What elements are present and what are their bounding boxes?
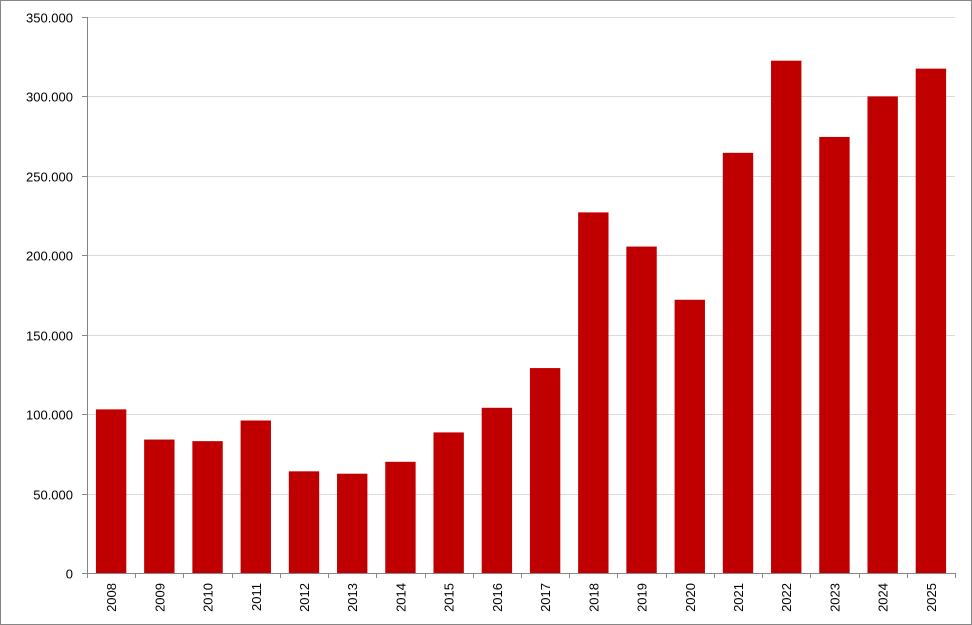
bar xyxy=(95,409,127,573)
x-tick-label: 2015 xyxy=(442,583,457,612)
y-tick-label: 300.000 xyxy=(26,90,73,105)
bar xyxy=(529,368,561,573)
bar xyxy=(288,471,320,573)
bar xyxy=(626,246,657,573)
x-tick-label: 2023 xyxy=(827,583,842,612)
bar xyxy=(578,212,609,573)
x-tick-label: 2022 xyxy=(779,583,794,612)
bar xyxy=(144,439,175,573)
bar xyxy=(481,407,513,573)
x-tick-label: 2010 xyxy=(201,583,216,612)
bar xyxy=(771,60,802,573)
bars xyxy=(95,60,947,574)
bar xyxy=(915,68,947,573)
x-tick-label: 2018 xyxy=(586,583,601,612)
y-tick-label: 50.000 xyxy=(33,488,73,503)
bar xyxy=(867,96,898,573)
x-tick-label: 2012 xyxy=(297,583,312,612)
x-tick-label: 2021 xyxy=(731,583,746,612)
bar xyxy=(722,152,754,573)
y-tick-label: 0 xyxy=(66,567,73,582)
x-tick-label: 2014 xyxy=(393,583,408,612)
bar xyxy=(819,136,850,574)
gridlines xyxy=(87,17,955,495)
y-tick-label: 150.000 xyxy=(26,329,73,344)
x-axis-ticks: 2008 2009 2010 2011 2012 2013 2014 2015 2016 2017… xyxy=(104,583,939,612)
y-tick-label: 250.000 xyxy=(26,170,73,185)
y-tick-label: 100.000 xyxy=(26,408,73,423)
bar xyxy=(337,473,368,573)
bar xyxy=(385,461,416,573)
axes xyxy=(82,17,956,578)
x-tick-label: 2011 xyxy=(249,583,264,611)
x-tick-label: 2008 xyxy=(104,583,119,612)
y-tick-label: 350.000 xyxy=(26,11,73,26)
y-tick-label: 200.000 xyxy=(26,249,73,264)
x-tick-label: 2020 xyxy=(683,583,698,612)
bar xyxy=(674,299,705,573)
x-tick-label: 2013 xyxy=(345,583,360,612)
x-tick-label: 2016 xyxy=(490,583,505,612)
x-tick-label: 2025 xyxy=(924,583,939,612)
y-axis-ticks: 0 50.000 100.000 150.000 200.000 250.000 300.0… xyxy=(26,11,73,582)
x-tick-label: 2019 xyxy=(635,583,650,612)
bar xyxy=(240,420,271,573)
x-tick-label: 2017 xyxy=(538,583,553,612)
bar xyxy=(433,432,464,573)
bar xyxy=(192,441,223,573)
x-tick-label: 2024 xyxy=(876,583,891,612)
x-tick-label: 2009 xyxy=(152,583,167,612)
